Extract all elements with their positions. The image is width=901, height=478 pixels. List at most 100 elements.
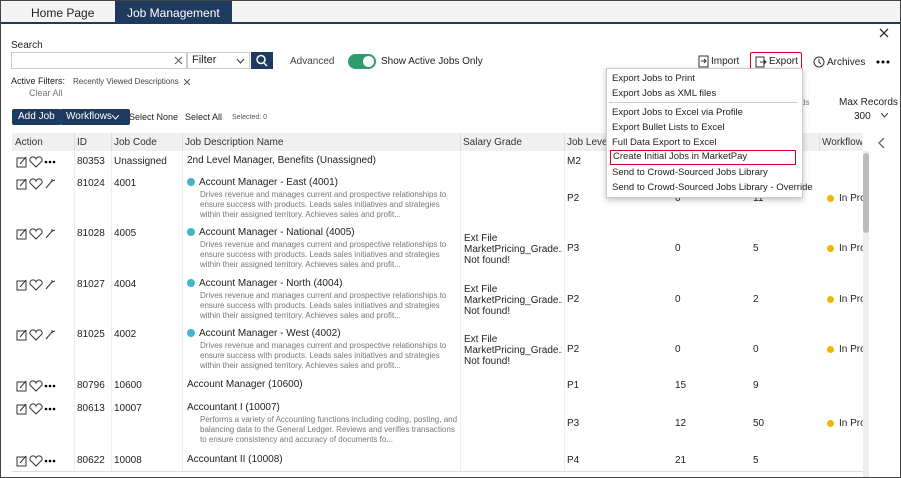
workflow-status: In Pro <box>839 344 863 355</box>
table-row: 810284005Account Manager - National (400… <box>12 223 863 275</box>
job-code: 4005 <box>114 228 181 239</box>
export-icon <box>755 56 767 68</box>
job-description: Performs a variety of Accounting functio… <box>200 415 462 447</box>
table-row: 8061310007Accountant I (10007)Performs a… <box>12 398 863 451</box>
menu-item[interactable]: Create Initial Jobs in MarketPay <box>610 150 796 165</box>
cell-divider <box>74 398 75 450</box>
row-actions[interactable] <box>16 279 60 291</box>
clear-icon[interactable] <box>174 56 183 65</box>
workflow-status: In Pro <box>839 418 863 429</box>
cell-divider <box>111 324 112 375</box>
menu-item[interactable]: Export Bullet Lists to Excel <box>610 120 798 135</box>
column-header: Job Description Name <box>185 137 459 148</box>
column-header: Action <box>15 137 73 148</box>
archives-icon <box>813 56 825 68</box>
job-description: Drives revenue and manages current and p… <box>200 240 462 272</box>
job-level: M2 <box>567 156 581 167</box>
select-all[interactable]: Select All <box>185 112 222 122</box>
row-actions[interactable] <box>16 178 60 190</box>
info-icon <box>187 178 195 186</box>
cell-divider <box>460 324 461 375</box>
workflows-button[interactable]: Workflows <box>60 109 130 125</box>
cell-divider <box>460 151 461 173</box>
count: 50 <box>753 418 764 429</box>
cell-divider <box>111 173 112 223</box>
tab-active[interactable]: Job Management <box>115 1 232 22</box>
menu-separator <box>609 102 798 103</box>
import-button[interactable]: Import <box>711 56 739 67</box>
toggle[interactable] <box>348 54 376 69</box>
job-level: P2 <box>567 193 579 204</box>
menu-item[interactable]: Export Jobs as XML files <box>610 86 798 101</box>
row-actions[interactable] <box>16 329 60 341</box>
collapse-icon[interactable] <box>877 137 885 149</box>
cell-divider <box>564 274 565 324</box>
job-name: 2nd Level Manager, Benefits (Unassigned) <box>187 155 447 166</box>
menu-item[interactable]: Send to Crowd-Sourced Jobs Library - Ove… <box>610 180 798 195</box>
chip-remove[interactable] <box>184 79 190 85</box>
tab[interactable]: Home Page <box>19 1 106 22</box>
advanced-link[interactable]: Advanced <box>290 56 334 67</box>
cell-divider <box>74 450 75 471</box>
table-row: 8062210008Accountant II (10008)P4215 <box>12 450 863 472</box>
job-level: P3 <box>567 243 579 254</box>
job-name: Accountant II (10008) <box>187 454 447 465</box>
max-records-label: Max Records <box>839 97 898 108</box>
row-actions[interactable] <box>16 228 60 240</box>
clear-all[interactable]: Clear All <box>29 88 63 98</box>
job-id: 80353 <box>77 156 110 167</box>
toggle-label: Show Active Jobs Only <box>381 56 483 67</box>
status-dot <box>827 296 834 303</box>
column-divider <box>819 133 820 151</box>
row-actions[interactable] <box>16 455 60 467</box>
search-input[interactable] <box>11 52 187 69</box>
status-dot <box>827 420 834 427</box>
job-code: 4001 <box>114 178 181 189</box>
job-code: 10007 <box>114 403 181 414</box>
info-icon <box>187 329 195 337</box>
job-code: 10008 <box>114 455 181 466</box>
filter-chip[interactable]: Recently Viewed Descriptions <box>73 77 179 86</box>
table-row: 8079610600Account Manager (10600)P1159 <box>12 375 863 399</box>
cell-divider <box>182 398 183 450</box>
row-actions[interactable] <box>16 403 60 415</box>
row-actions[interactable] <box>16 380 60 392</box>
search-button[interactable] <box>251 52 273 69</box>
cell-divider <box>564 151 565 173</box>
archives-button[interactable]: Archives <box>827 57 865 68</box>
cell-divider <box>111 151 112 173</box>
status-dot <box>827 195 834 202</box>
more-icon[interactable] <box>876 60 890 64</box>
menu-item[interactable]: Full Data Export to Excel <box>610 135 798 150</box>
status-dot <box>827 245 834 252</box>
count: 15 <box>675 380 686 391</box>
cell-divider <box>182 450 183 471</box>
menu-item[interactable]: Export Jobs to Print <box>610 71 798 86</box>
column-divider <box>564 133 565 151</box>
select-none[interactable]: Select None <box>129 112 178 122</box>
close-icon[interactable] <box>879 28 889 38</box>
cell-divider <box>182 173 183 223</box>
count: 0 <box>675 243 681 254</box>
add-job-button[interactable]: Add Job <box>12 109 61 125</box>
info-icon <box>187 279 195 287</box>
cell-divider <box>74 151 75 173</box>
cell-divider <box>74 375 75 398</box>
job-name: Accountant I (10007) <box>187 402 447 413</box>
job-name: Account Manager - National (4005) <box>199 227 459 238</box>
job-level: P4 <box>567 455 579 466</box>
max-records-value[interactable]: 300 <box>854 111 871 122</box>
row-actions[interactable] <box>16 156 60 168</box>
job-code: 4004 <box>114 279 181 290</box>
job-description: Drives revenue and manages current and p… <box>200 190 462 222</box>
menu-item[interactable]: Export Jobs to Excel via Profile <box>610 105 798 120</box>
job-code: Unassigned <box>114 156 181 167</box>
table-row: 810274004Account Manager - North (4004)D… <box>12 274 863 325</box>
job-id: 81027 <box>77 279 110 290</box>
chevron <box>881 113 888 118</box>
scroll-thumb[interactable] <box>863 153 869 233</box>
workflow-status: In Pro <box>839 294 863 305</box>
menu-item[interactable]: Send to Crowd-Sourced Jobs Library <box>610 165 798 180</box>
info-icon <box>187 228 195 236</box>
